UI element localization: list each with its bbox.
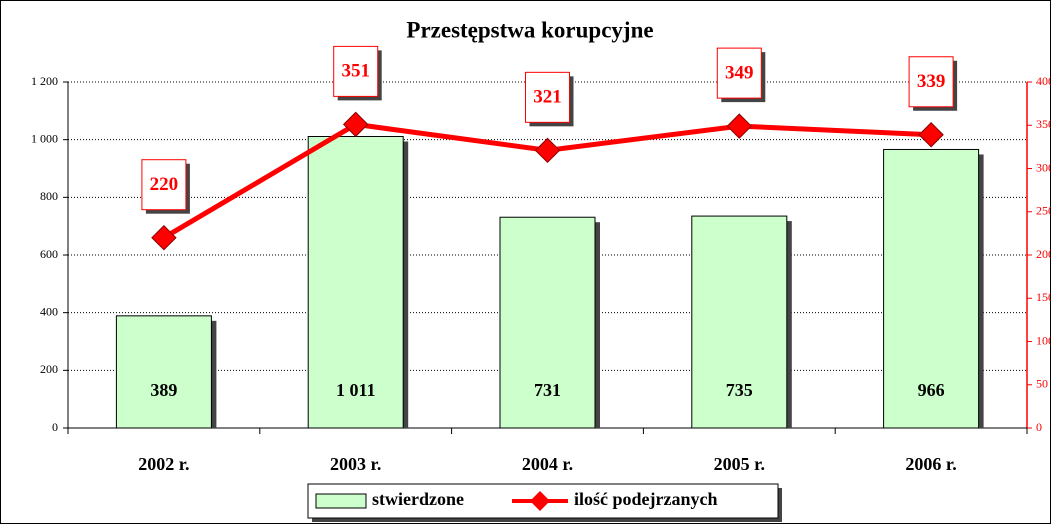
label-box: [141, 159, 187, 211]
bar-value-label: 731: [534, 380, 561, 400]
y2-tick-label: 50: [1036, 377, 1048, 391]
line-marker: [726, 113, 753, 139]
x-tick-label: 2004 r.: [522, 454, 573, 474]
bar: [307, 135, 404, 429]
y-tick-label: 0: [52, 420, 58, 434]
bar: [115, 315, 212, 429]
y-tick-label: 1 200: [31, 74, 58, 88]
y2-tick-label: 400: [1036, 74, 1051, 88]
line-marker: [918, 122, 944, 148]
label-box: [525, 71, 570, 123]
y-tick-label: 1 000: [31, 131, 58, 145]
y2-tick-label: 250: [1036, 204, 1051, 218]
legend-marker: [530, 491, 550, 511]
y2-tick-label: 300: [1036, 160, 1051, 174]
label-box: [716, 47, 762, 99]
y2-tick-label: 350: [1036, 117, 1051, 131]
line-marker: [151, 224, 177, 251]
bar-value-label: 1 011: [336, 380, 376, 400]
x-tick-label: 2003 r.: [330, 454, 381, 474]
y-tick-label: 600: [40, 247, 58, 261]
bar-value-label: 966: [918, 380, 945, 400]
line-value-label: 351: [341, 61, 370, 82]
y-tick-label: 800: [40, 189, 58, 203]
bar: [499, 216, 596, 429]
label-box: [908, 56, 954, 108]
line-value-label: 349: [725, 62, 754, 83]
x-tick-label: 2006 r.: [905, 454, 956, 474]
bar-value-label: 389: [150, 380, 177, 400]
line-value-label: 321: [533, 87, 562, 108]
x-tick-label: 2002 r.: [138, 454, 189, 474]
y2-tick-label: 100: [1036, 333, 1051, 347]
y2-tick-label: 150: [1036, 290, 1051, 304]
legend-label: ilość podejrzanych: [574, 489, 718, 509]
legend-swatch: [315, 493, 367, 509]
bar: [691, 215, 788, 429]
x-tick-label: 2005 r.: [714, 454, 765, 474]
chart-title: Przestępstwa korupcyjne: [406, 17, 653, 42]
line-marker: [534, 137, 561, 164]
label-box: [333, 45, 379, 97]
y2-tick-label: 200: [1036, 247, 1051, 261]
line-marker: [342, 111, 369, 138]
line-value-label: 220: [150, 174, 179, 195]
bar: [883, 148, 980, 429]
y2-tick-label: 0: [1036, 420, 1042, 434]
legend-label: stwierdzone: [372, 489, 464, 509]
y-tick-label: 200: [40, 362, 58, 376]
line-value-label: 339: [917, 71, 946, 92]
legend: stwierdzone ilość podejrzanych: [307, 483, 782, 522]
bar-value-label: 735: [726, 380, 753, 400]
y-tick-label: 400: [40, 304, 58, 318]
